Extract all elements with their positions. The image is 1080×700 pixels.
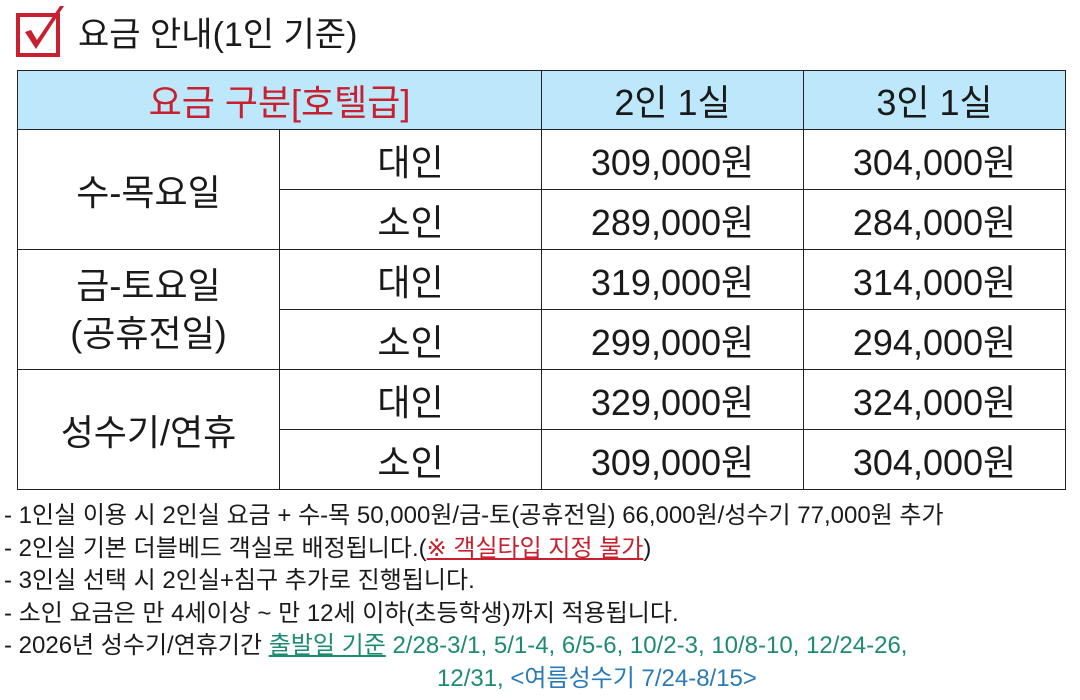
notes: - 1인실 이용 시 2인실 요금 + 수-목 50,000원/금-토(공휴전일… (4, 500, 944, 695)
note-5-text: - 2026년 성수기/연휴기간 (4, 632, 269, 659)
type-cell: 소인 (278, 429, 543, 490)
title-text: 요금 안내(1인 기준) (78, 15, 358, 54)
group-label: 성수기/연휴 (17, 369, 280, 490)
header-2-person: 2인 1실 (541, 70, 805, 130)
section-title: 요금 안내(1인 기준) (16, 4, 357, 58)
price-cell: 289,000원 (541, 189, 805, 250)
checkbox-checked-icon (16, 4, 66, 58)
group-label-line1: 금-토요일 (76, 264, 221, 306)
header-category: 요금 구분[호텔급] (16, 70, 543, 130)
type-cell: 소인 (278, 309, 543, 370)
note-5-departure-basis: 출발일 기준 (268, 632, 386, 659)
note-5-dates-cont: 12/31, (437, 664, 511, 692)
price-cell: 304,000원 (803, 129, 1067, 190)
price-cell: 294,000원 (803, 309, 1067, 370)
note-2-text: - 2인실 기본 더블베드 객실로 배정됩니다.( (4, 534, 427, 562)
table-row: 성수기/연휴 대인 329,000원 324,000원 (17, 369, 1067, 490)
group-label-line2: (공휴전일) (70, 312, 227, 354)
note-1: - 1인실 이용 시 2인실 요금 + 수-목 50,000원/금-토(공휴전일… (4, 502, 944, 529)
header-3-person: 3인 1실 (803, 70, 1067, 130)
note-5-cont: 12/31, <여름성수기 7/24-8/15> (4, 663, 944, 696)
note-2: - 2인실 기본 더블베드 객실로 배정됩니다.(※ 객실타입 지정 불가) (4, 533, 944, 566)
note-5: - 2026년 성수기/연휴기간 출발일 기준 2/28-3/1, 5/1-4,… (4, 630, 944, 663)
type-cell: 소인 (278, 189, 543, 250)
price-cell: 309,000원 (541, 429, 805, 490)
note-5-summer: <여름성수기 7/24-8/15> (510, 664, 757, 692)
table-row: 금-토요일 (공휴전일) 대인 319,000원 314,000원 (17, 249, 1067, 370)
price-cell: 304,000원 (803, 429, 1067, 490)
note-2-close: ) (643, 534, 652, 562)
group-label: 수-목요일 (17, 129, 280, 250)
note-5-dates: 2/28-3/1, 5/1-4, 6/5-6, 10/2-3, 10/8-10,… (385, 632, 908, 659)
type-cell: 대인 (278, 249, 543, 310)
price-table: 요금 구분[호텔급] 2인 1실 3인 1실 수-목요일 대인 309,000원… (16, 70, 1067, 490)
price-cell: 314,000원 (803, 249, 1067, 310)
price-cell: 284,000원 (803, 189, 1067, 250)
group-label: 금-토요일 (공휴전일) (17, 249, 280, 370)
table-row: 수-목요일 대인 309,000원 304,000원 (17, 129, 1067, 250)
price-cell: 299,000원 (541, 309, 805, 370)
price-cell: 309,000원 (541, 129, 805, 190)
note-4: - 소인 요금은 만 4세이상 ~ 만 12세 이하(초등학생)까지 적용됩니다… (4, 599, 679, 627)
table-row: 소인 309,000원 304,000원 (18, 429, 1067, 490)
price-cell: 329,000원 (541, 369, 805, 430)
type-cell: 대인 (278, 369, 543, 430)
table-header-row: 요금 구분[호텔급] 2인 1실 3인 1실 (16, 70, 1067, 130)
price-cell: 324,000원 (803, 369, 1067, 430)
price-cell: 319,000원 (541, 249, 805, 310)
note-3: - 3인실 선택 시 2인실+침구 추가로 진행됩니다. (4, 567, 475, 594)
note-2-warning: ※ 객실타입 지정 불가 (426, 534, 644, 562)
type-cell: 대인 (278, 129, 543, 190)
table-row: 소인 289,000원 284,000원 (18, 189, 1067, 250)
